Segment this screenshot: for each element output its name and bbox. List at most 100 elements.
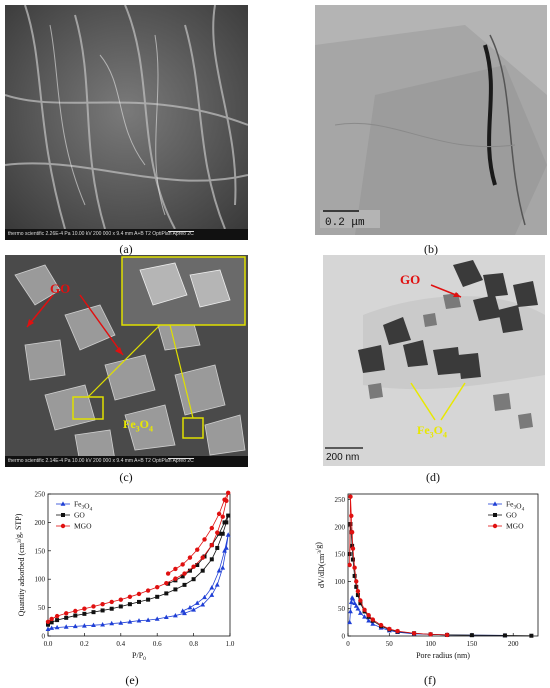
legend-label: Fe3O4 — [506, 500, 525, 513]
data-point — [469, 633, 474, 638]
data-point — [355, 606, 361, 611]
data-point — [187, 568, 192, 573]
y-tick-label: 150 — [335, 551, 346, 559]
x-tick-label: 0.4 — [116, 640, 125, 648]
data-point — [350, 557, 355, 562]
caption-f: (f) — [424, 673, 436, 687]
data-point — [155, 584, 160, 590]
label-fe3o4-sem: Fe3O4 — [123, 417, 153, 434]
data-point — [348, 494, 353, 499]
data-point — [350, 543, 355, 548]
pore-size-distribution-chart: 0 50 100 150 200 0 50 100 150 200 250 Pore radius (… — [314, 493, 539, 660]
data-point — [109, 620, 115, 626]
data-point — [352, 600, 358, 606]
series-line — [349, 596, 505, 636]
data-point — [173, 576, 178, 581]
data-point — [82, 611, 87, 616]
data-point — [395, 628, 400, 634]
x-tick-label: 0.8 — [189, 640, 198, 648]
tem-image-mgo: 200 nm GO Fe3O4 — [323, 255, 545, 466]
data-point — [222, 548, 227, 553]
legend-label: MGO — [506, 522, 524, 531]
label-go-tem: GO — [400, 272, 421, 287]
series-fe3o4 — [45, 532, 231, 631]
data-point — [529, 633, 534, 638]
legend-marker — [492, 523, 498, 529]
y-tick-label: 0 — [42, 633, 46, 641]
data-point — [49, 620, 54, 625]
sem-info-bar-mgo: thermo scientific 2.14E-4 Pa 10.00 kV 20… — [5, 456, 248, 467]
data-point — [182, 582, 187, 587]
series-mgo — [45, 490, 231, 624]
data-point — [91, 604, 96, 609]
data-point — [358, 601, 363, 606]
data-point — [349, 530, 355, 535]
data-point — [366, 618, 372, 623]
data-point — [191, 607, 196, 612]
data-point — [225, 490, 231, 496]
data-point — [358, 598, 363, 603]
data-point — [214, 582, 220, 587]
data-point — [352, 565, 357, 570]
data-point — [348, 608, 353, 614]
data-point — [127, 619, 133, 624]
data-point — [348, 599, 354, 604]
data-point — [180, 574, 185, 579]
data-point — [49, 616, 54, 622]
data-point — [220, 514, 225, 519]
data-point — [137, 599, 141, 604]
data-point — [187, 555, 193, 560]
caption-c: (c) — [119, 470, 133, 484]
data-point — [154, 616, 160, 621]
data-point — [155, 594, 160, 599]
data-point — [127, 594, 133, 600]
data-point — [46, 622, 50, 627]
data-point — [180, 608, 186, 613]
data-point — [347, 562, 352, 568]
data-point — [225, 532, 231, 537]
legend-marker — [61, 513, 65, 517]
data-point — [226, 513, 231, 518]
data-point — [118, 620, 124, 625]
data-point — [109, 606, 114, 611]
data-point — [91, 622, 96, 628]
y-tick-label: 200 — [35, 519, 46, 527]
y-tick-label: 0 — [342, 633, 346, 641]
data-point — [173, 566, 178, 572]
data-point — [145, 617, 151, 622]
data-point — [209, 542, 214, 548]
caption-d: (d) — [426, 470, 440, 484]
y-tick-label: 200 — [335, 523, 346, 531]
series-go — [347, 522, 534, 638]
data-point — [354, 579, 359, 584]
data-point — [164, 591, 169, 596]
data-point — [222, 497, 227, 502]
y-axis-label: Quantity adsorbed (cm3/g, STP) — [14, 513, 26, 616]
data-point — [215, 545, 220, 550]
data-point — [173, 612, 178, 618]
data-point — [220, 531, 225, 536]
data-point — [200, 555, 205, 560]
data-point — [209, 592, 215, 597]
data-point — [109, 599, 114, 605]
x-tick-label: 0.0 — [44, 640, 53, 648]
data-point — [202, 537, 207, 542]
data-point — [54, 613, 60, 619]
data-point — [45, 626, 51, 631]
legend-marker — [493, 513, 497, 517]
data-point — [362, 614, 367, 619]
x-tick-label: 0.2 — [80, 640, 89, 648]
data-point — [180, 562, 185, 567]
data-point — [146, 597, 151, 602]
data-point — [357, 610, 363, 615]
data-point — [362, 607, 367, 612]
data-point — [378, 622, 384, 628]
data-point — [349, 513, 354, 519]
data-point — [355, 589, 361, 594]
data-point — [118, 604, 123, 609]
data-point — [173, 587, 178, 592]
data-point — [370, 617, 375, 622]
data-point — [355, 593, 360, 598]
data-point — [54, 624, 60, 630]
y-tick-label: 50 — [338, 605, 346, 613]
